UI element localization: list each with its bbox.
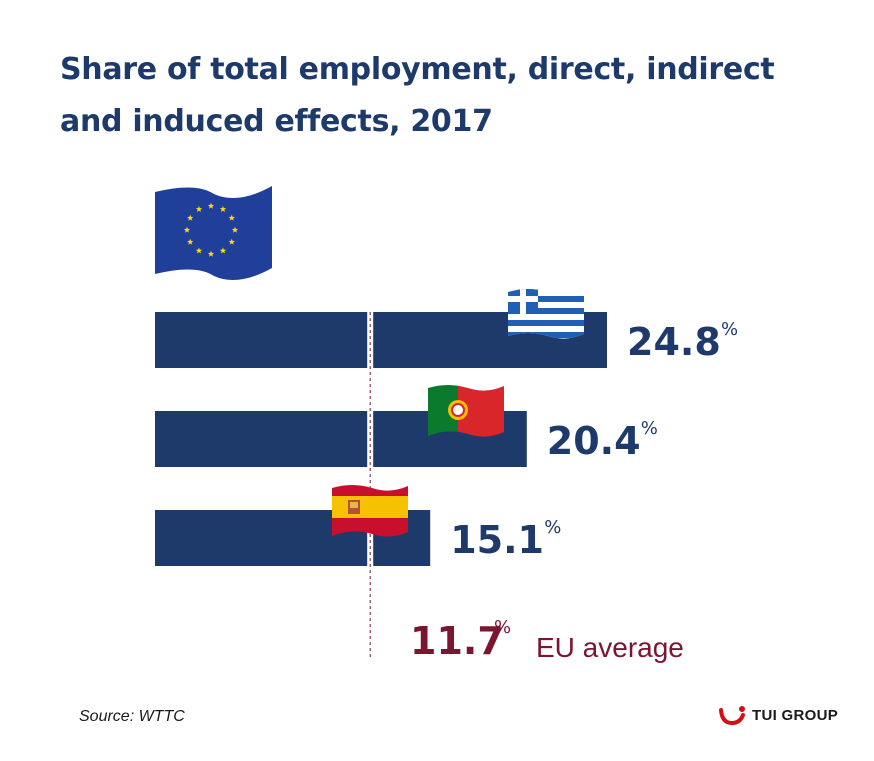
- eu-star: [207, 250, 215, 257]
- bars: 24.8 %20.4 %15.1%: [155, 312, 738, 566]
- tui-smile-logo-icon: [719, 706, 745, 726]
- value-unit: %: [721, 319, 738, 340]
- source-note: Source: WTTC: [79, 708, 185, 725]
- eu-average-value: 11.7: [410, 619, 504, 663]
- eu-star: [207, 202, 215, 209]
- bar-chart: 24.8 %20.4 %15.1%: [155, 186, 738, 663]
- chart-title: Share of total employment, direct, indir…: [60, 52, 775, 139]
- eu-star: [195, 205, 203, 212]
- tui-group-logo: TUI GROUP: [718, 704, 838, 726]
- bar-gap: [367, 510, 374, 566]
- eu-star: [228, 238, 236, 245]
- spain-flag-icon: [332, 485, 408, 537]
- value-label-spain: 15.1: [450, 518, 544, 562]
- eu-average-unit: %: [494, 617, 511, 638]
- eu-star: [186, 238, 194, 245]
- bar-gap: [367, 312, 374, 368]
- portugal-flag-icon: [428, 385, 504, 437]
- value-label-greece: 24.8: [627, 320, 721, 364]
- eu-flag-icon: [155, 186, 272, 281]
- eu-star: [219, 247, 227, 254]
- eu-star: [231, 226, 239, 233]
- greece-flag-icon: [508, 289, 584, 339]
- eu-star: [228, 214, 236, 221]
- value-unit: %: [641, 418, 658, 439]
- value-unit: %: [544, 517, 561, 538]
- value-label-portugal: 20.4: [547, 419, 641, 463]
- eu-star: [219, 205, 227, 212]
- logo-text: TUI GROUP: [752, 706, 839, 724]
- eu-star: [186, 214, 194, 221]
- eu-star: [195, 247, 203, 254]
- eu-average-label: EU average: [536, 632, 684, 663]
- eu-star: [183, 226, 191, 233]
